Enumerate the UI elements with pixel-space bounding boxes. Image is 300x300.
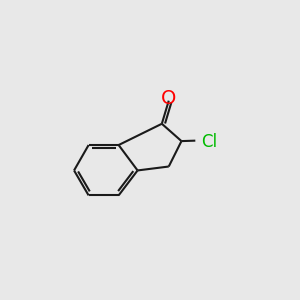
- Text: Cl: Cl: [201, 133, 217, 151]
- Text: O: O: [161, 89, 176, 108]
